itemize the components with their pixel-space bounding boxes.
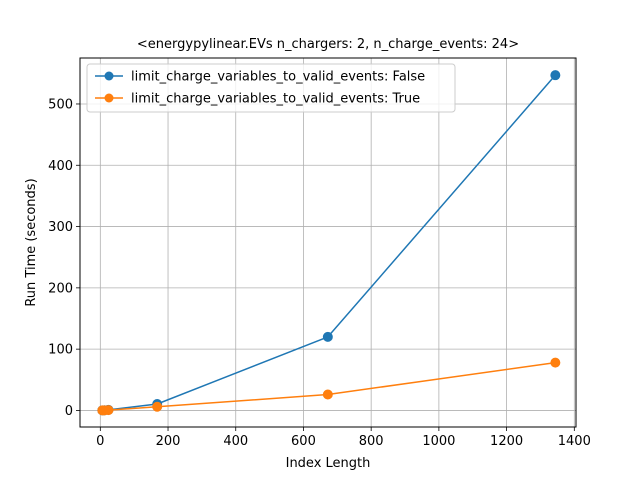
x-tick-label: 1400 (558, 434, 591, 449)
data-point (322, 389, 333, 400)
plot-area-frame (79, 57, 577, 428)
x-axis-label: Index Length (286, 456, 371, 471)
series-2 (97, 357, 561, 416)
series-lines (97, 70, 561, 416)
x-tick-label: 400 (223, 434, 248, 449)
y-axis-label: Run Time (seconds) (24, 178, 39, 306)
x-tick-label: 1000 (422, 434, 455, 449)
x-tick-label: 1200 (490, 434, 523, 449)
legend-frame (86, 63, 456, 113)
legend-label: limit_charge_variables_to_valid_events: … (131, 92, 420, 107)
x-tick-label: 0 (96, 434, 104, 449)
y-tick-label: 0 (65, 404, 73, 419)
y-tick-label: 300 (48, 220, 73, 235)
x-tick-label: 800 (359, 434, 384, 449)
axis-ticks: 0 200 400 600 800 1000 1200 1400 0 100 200 300 400 50… (48, 97, 591, 449)
legend-label: limit_charge_variables_to_valid_events: … (131, 70, 425, 85)
legend-marker (104, 93, 114, 103)
legend-entry: limit_charge_variables_to_valid_events: … (95, 70, 425, 85)
y-tick-label: 500 (48, 97, 73, 112)
legend-marker (104, 71, 114, 81)
data-point (550, 357, 561, 368)
data-point (103, 405, 114, 416)
data-point (550, 70, 561, 81)
y-tick-label: 200 (48, 281, 73, 296)
legend-entry: limit_charge_variables_to_valid_events: … (95, 92, 420, 107)
chart-title: <energypylinear.EVs n_chargers: 2, n_cha… (137, 37, 519, 52)
x-tick-label: 200 (156, 434, 181, 449)
y-tick-label: 100 (48, 343, 73, 358)
data-point (322, 331, 333, 342)
data-point (152, 401, 163, 412)
y-tick-label: 400 (48, 159, 73, 174)
legend: limit_charge_variables_to_valid_events: … (86, 63, 456, 113)
x-tick-label: 600 (291, 434, 316, 449)
